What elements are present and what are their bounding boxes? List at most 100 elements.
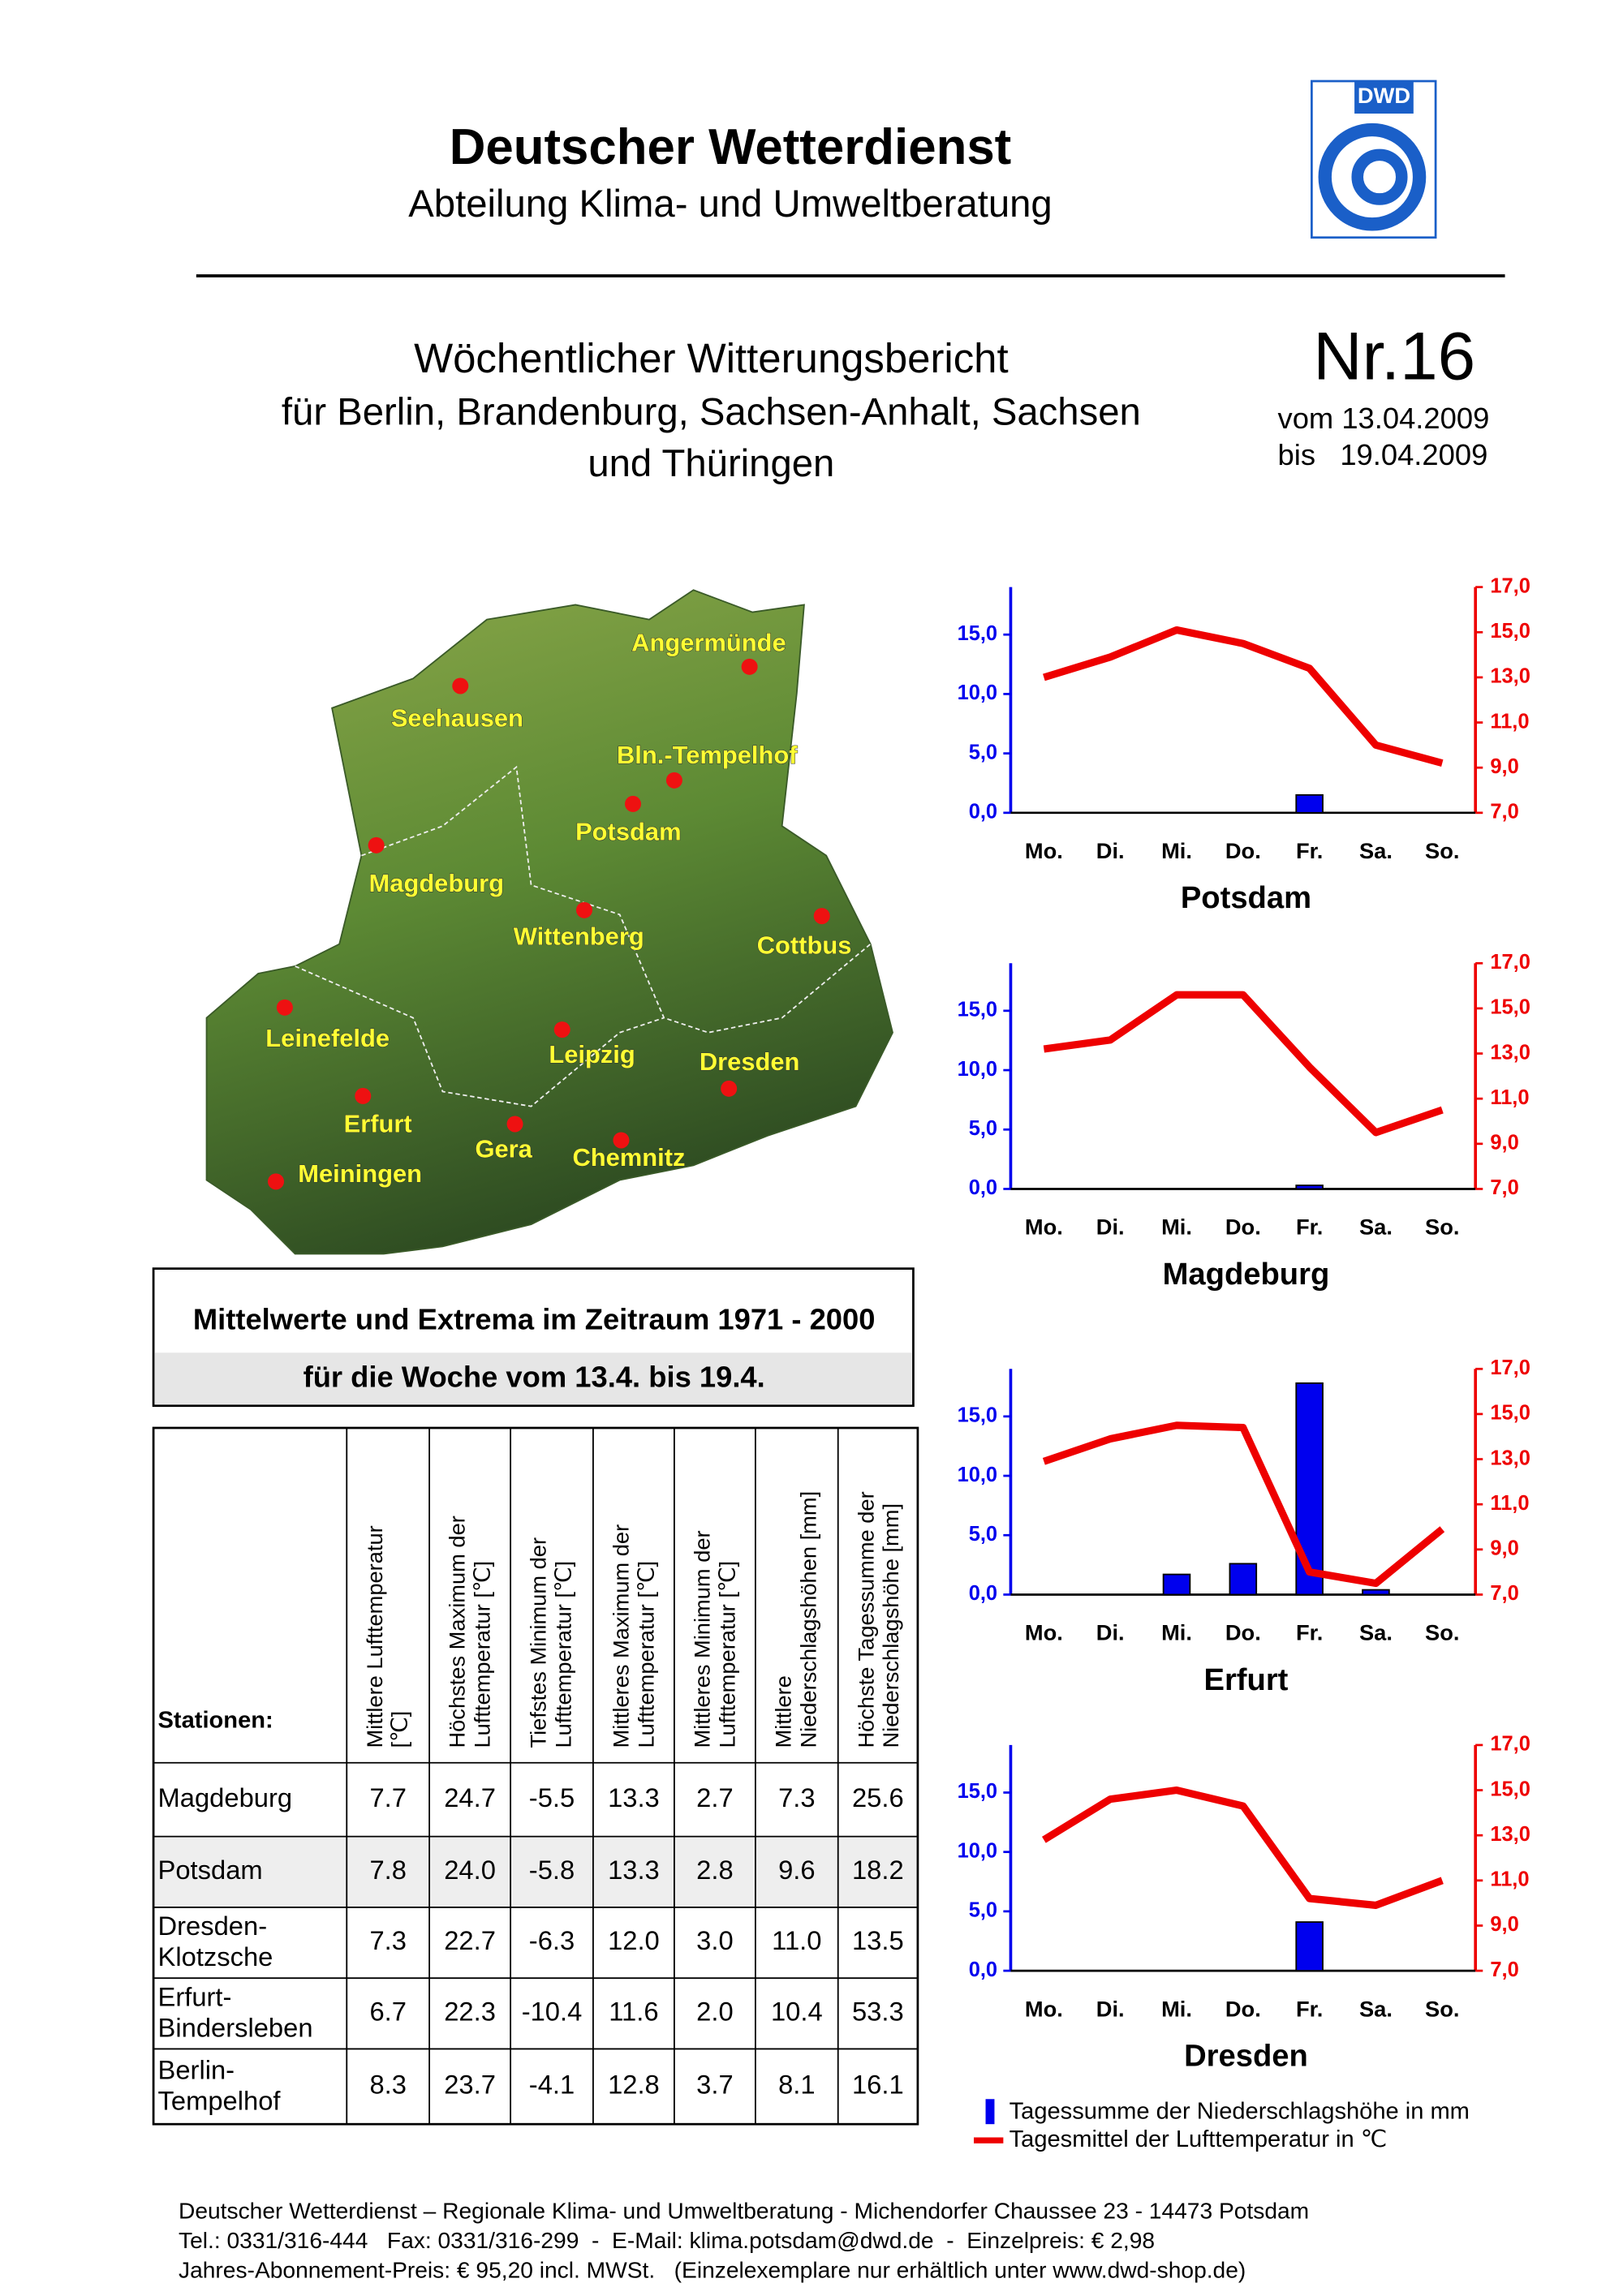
table-cell: 13.3 [608, 1855, 660, 1885]
x-tick-label: So. [1425, 1620, 1459, 1645]
city-dot [625, 795, 641, 812]
y2-tick-label: 15,0 [1490, 1402, 1530, 1425]
table-cell: 12.8 [608, 2069, 660, 2099]
column-header: Mittleres Maximum der [608, 1524, 633, 1748]
y-tick-label: 10,0 [958, 1058, 998, 1081]
legend-label: Tagessumme der Niederschlagshöhe in mm [1010, 2098, 1470, 2124]
y2-tick-label: 17,0 [1490, 574, 1530, 597]
y2-tick-label: 9,0 [1490, 755, 1518, 778]
y-tick-label: 5,0 [969, 741, 997, 763]
box-title: Mittelwerte und Extrema im Zeitraum 1971… [193, 1303, 876, 1336]
city-dot [452, 677, 469, 694]
y2-tick-label: 17,0 [1490, 1357, 1530, 1379]
table-cell: 3.7 [696, 2069, 733, 2099]
row-name: Tempelhof [158, 2085, 282, 2115]
x-tick-label: Mo. [1025, 838, 1063, 863]
x-tick-label: Do. [1225, 1215, 1261, 1240]
table-cell: 10.4 [771, 1996, 823, 2026]
y-tick-label: 15,0 [958, 622, 998, 645]
logo-spiral [1351, 148, 1408, 205]
x-tick-label: Do. [1225, 838, 1261, 863]
column-header: Mittlere [770, 1675, 795, 1748]
city-label: Gera [475, 1134, 532, 1163]
table-cell: -6.3 [529, 1925, 575, 1955]
table-cell: -4.1 [529, 2069, 575, 2099]
table-cell: 2.0 [696, 1996, 733, 2026]
table-cell: 23.7 [444, 2069, 496, 2099]
city-dot [665, 772, 682, 789]
city-dot [276, 999, 293, 1016]
x-tick-label: Di. [1096, 1620, 1125, 1645]
report-number: Nr.16 [1313, 318, 1475, 394]
bar [1295, 793, 1324, 814]
y2-tick-label: 15,0 [1490, 996, 1530, 1019]
x-tick-label: Sa. [1359, 1620, 1393, 1645]
city-label: Seehausen [391, 703, 523, 732]
column-header: Niederschlagshöhen [mm] [795, 1491, 820, 1748]
y2-tick-label: 13,0 [1490, 1823, 1530, 1846]
temperature-line [1043, 991, 1444, 1137]
column-header: Lufttemperatur [℃] [714, 1561, 739, 1748]
table-cell: 22.7 [444, 1925, 496, 1955]
table-cell: 18.2 [852, 1855, 904, 1885]
y2-tick-label: 11,0 [1490, 1492, 1529, 1515]
city-label: Chemnitz [572, 1143, 685, 1172]
city-dot [368, 836, 385, 853]
x-tick-label: Mi. [1161, 1215, 1192, 1240]
table-cell: 11.0 [772, 1925, 821, 1955]
temperature-line [1041, 1786, 1444, 1909]
chart-title: Erfurt [1203, 1662, 1288, 1697]
logo-text: DWD [1358, 83, 1410, 108]
logo-box [1354, 81, 1414, 114]
city-dot [355, 1087, 372, 1104]
logo [1311, 80, 1437, 239]
x-tick-label: Do. [1225, 1996, 1261, 2021]
report-line: und Thüringen [588, 442, 834, 485]
x-tick-label: Mo. [1025, 1996, 1063, 2021]
table-stub: Stationen: [158, 1708, 273, 1734]
x-tick-label: So. [1425, 838, 1459, 863]
y2-tick-label: 11,0 [1490, 1868, 1529, 1891]
column-header: Tiefstes Minimum der [526, 1537, 551, 1748]
city-label: Cottbus [757, 931, 852, 959]
y2-tick-label: 7,0 [1490, 1176, 1518, 1199]
y-tick-label: 10,0 [958, 1464, 998, 1486]
table-cell: 22.3 [444, 1996, 496, 2026]
bar [1229, 1563, 1258, 1596]
y-tick-label: 5,0 [969, 1523, 997, 1546]
y-tick-label: 10,0 [958, 681, 998, 704]
column-header: Niederschlagshöhe [mm] [878, 1503, 903, 1748]
city-label: Angermünde [631, 629, 786, 657]
box-subtitle: für die Woche vom 13.4. bis 19.4. [304, 1361, 765, 1394]
y-tick-label: 5,0 [969, 1899, 997, 1922]
x-tick-label: Fr. [1296, 1620, 1323, 1645]
y-tick-label: 15,0 [958, 1780, 998, 1803]
chart-title: Dresden [1184, 2038, 1308, 2073]
x-tick-label: Do. [1225, 1620, 1261, 1645]
city-label: Erfurt [344, 1109, 412, 1137]
report-title: Wöchentlicher Witterungsbericht [414, 335, 1009, 381]
y2-tick-label: 15,0 [1490, 1778, 1530, 1800]
city-dot [553, 1021, 570, 1038]
column-header: Höchstes Maximum der [445, 1516, 470, 1748]
state-border [361, 765, 872, 1034]
bar [1362, 1589, 1390, 1596]
x-tick-label: Mi. [1161, 1996, 1192, 2021]
y2-tick-label: 7,0 [1490, 801, 1518, 823]
y-tick-label: 15,0 [958, 999, 998, 1021]
table-cell: 6.7 [369, 1996, 406, 2026]
logo-spiral [1318, 123, 1427, 231]
state-border [295, 965, 665, 1107]
x-tick-label: Mo. [1025, 1215, 1063, 1240]
x-tick-label: Mi. [1161, 1620, 1192, 1645]
city-dot [813, 908, 830, 925]
table-cell: 12.0 [608, 1925, 660, 1955]
chart-title: Magdeburg [1163, 1257, 1330, 1292]
x-tick-label: Sa. [1359, 1996, 1393, 2021]
row-name: Potsdam [158, 1855, 263, 1885]
city-dot [268, 1173, 284, 1190]
city-label: Dresden [700, 1047, 800, 1076]
table-cell: -5.5 [529, 1782, 575, 1812]
